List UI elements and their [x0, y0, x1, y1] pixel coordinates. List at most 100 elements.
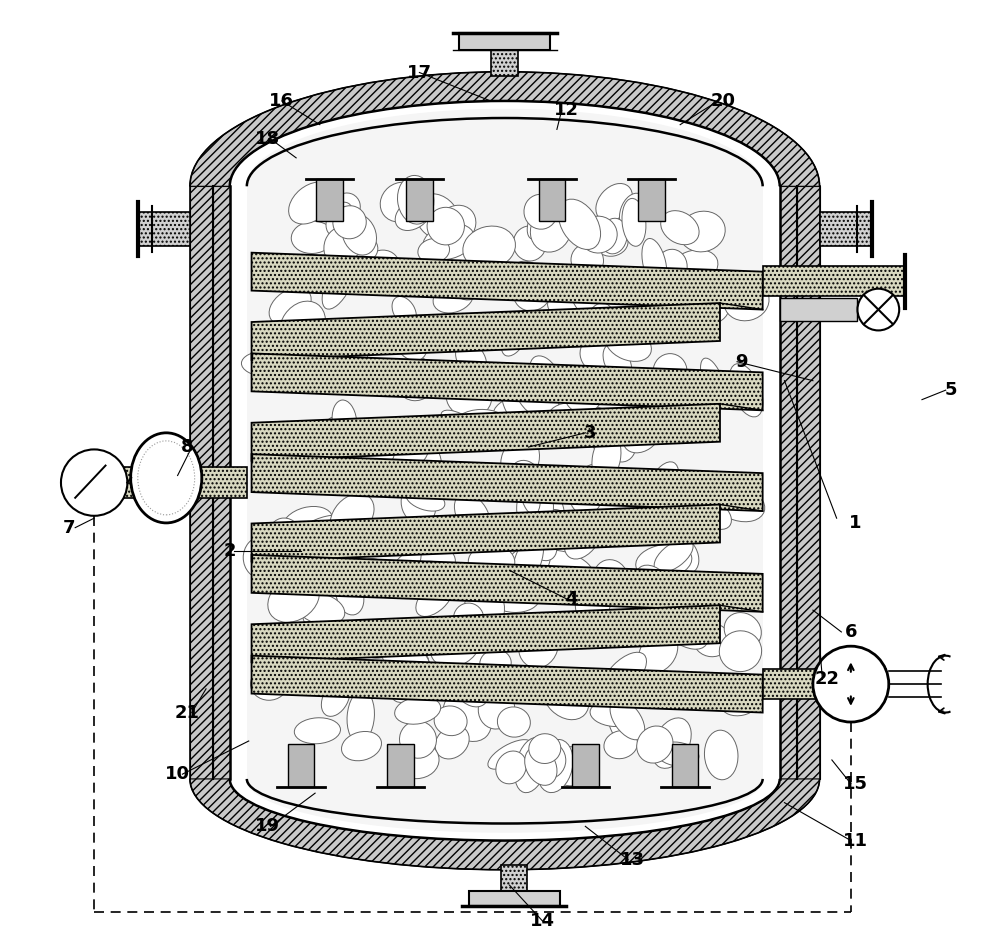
Ellipse shape	[415, 545, 455, 576]
Ellipse shape	[386, 549, 421, 590]
Ellipse shape	[483, 516, 520, 552]
Polygon shape	[469, 891, 560, 905]
Ellipse shape	[603, 343, 632, 381]
Ellipse shape	[443, 692, 491, 742]
Ellipse shape	[407, 561, 445, 592]
Ellipse shape	[330, 494, 374, 538]
Ellipse shape	[660, 386, 686, 436]
Ellipse shape	[255, 537, 296, 578]
Text: 1: 1	[849, 514, 862, 532]
Ellipse shape	[652, 718, 691, 768]
Ellipse shape	[290, 423, 323, 468]
Ellipse shape	[342, 336, 370, 389]
Ellipse shape	[639, 631, 678, 673]
Ellipse shape	[510, 460, 541, 495]
Ellipse shape	[604, 730, 638, 759]
Ellipse shape	[435, 205, 476, 245]
Ellipse shape	[294, 718, 340, 744]
Ellipse shape	[626, 571, 646, 597]
Ellipse shape	[342, 731, 381, 761]
Text: 11: 11	[843, 831, 868, 849]
Text: 3: 3	[584, 424, 596, 442]
Ellipse shape	[395, 357, 436, 400]
Polygon shape	[190, 71, 820, 186]
Ellipse shape	[259, 633, 294, 669]
Ellipse shape	[655, 249, 687, 285]
Ellipse shape	[304, 255, 337, 294]
Ellipse shape	[578, 464, 611, 498]
Polygon shape	[491, 41, 518, 76]
Ellipse shape	[548, 297, 590, 325]
Polygon shape	[780, 299, 857, 320]
Ellipse shape	[569, 278, 601, 320]
Ellipse shape	[308, 551, 339, 575]
Ellipse shape	[324, 226, 360, 266]
Ellipse shape	[729, 363, 763, 417]
Text: 17: 17	[407, 64, 432, 82]
Ellipse shape	[701, 359, 726, 404]
Ellipse shape	[619, 193, 647, 231]
Polygon shape	[190, 779, 820, 870]
Ellipse shape	[668, 395, 707, 418]
Ellipse shape	[724, 281, 769, 320]
Text: 13: 13	[620, 850, 645, 868]
Text: 8: 8	[181, 438, 193, 456]
Ellipse shape	[514, 366, 559, 417]
Ellipse shape	[463, 586, 505, 634]
Ellipse shape	[668, 536, 699, 573]
Ellipse shape	[558, 199, 601, 249]
Polygon shape	[252, 605, 720, 662]
Ellipse shape	[633, 607, 661, 636]
Ellipse shape	[493, 395, 547, 425]
Polygon shape	[797, 186, 820, 779]
Polygon shape	[252, 253, 763, 310]
Ellipse shape	[324, 417, 346, 448]
Ellipse shape	[633, 586, 658, 641]
Polygon shape	[387, 744, 414, 786]
Ellipse shape	[131, 433, 202, 523]
Polygon shape	[252, 505, 720, 561]
Ellipse shape	[381, 624, 420, 648]
Circle shape	[813, 646, 889, 722]
Polygon shape	[252, 555, 763, 611]
Ellipse shape	[513, 226, 546, 261]
Ellipse shape	[527, 741, 566, 780]
Ellipse shape	[545, 467, 586, 496]
Ellipse shape	[406, 462, 451, 503]
Ellipse shape	[525, 747, 557, 786]
Ellipse shape	[586, 303, 614, 341]
Ellipse shape	[564, 373, 603, 414]
Ellipse shape	[501, 437, 540, 483]
Ellipse shape	[333, 205, 366, 239]
Ellipse shape	[269, 287, 311, 324]
Text: 18: 18	[255, 130, 280, 148]
Polygon shape	[672, 744, 698, 786]
Ellipse shape	[274, 585, 326, 609]
Ellipse shape	[696, 287, 730, 323]
Text: 21: 21	[175, 704, 200, 722]
Text: 5: 5	[944, 381, 957, 399]
Polygon shape	[252, 655, 763, 712]
Polygon shape	[252, 303, 720, 359]
Ellipse shape	[289, 182, 334, 224]
Ellipse shape	[584, 514, 617, 546]
Polygon shape	[572, 744, 599, 786]
Polygon shape	[316, 179, 343, 222]
Ellipse shape	[608, 367, 646, 397]
Ellipse shape	[623, 419, 660, 453]
Ellipse shape	[560, 403, 614, 427]
Ellipse shape	[268, 518, 302, 555]
Ellipse shape	[347, 235, 378, 262]
Ellipse shape	[463, 226, 515, 269]
Ellipse shape	[454, 494, 490, 537]
Polygon shape	[763, 669, 886, 699]
Ellipse shape	[433, 282, 473, 313]
Ellipse shape	[496, 751, 526, 784]
Polygon shape	[252, 455, 763, 511]
Ellipse shape	[303, 632, 347, 679]
Text: 6: 6	[845, 623, 857, 641]
Ellipse shape	[300, 634, 331, 674]
Text: 15: 15	[843, 775, 868, 793]
Ellipse shape	[357, 558, 388, 588]
Text: 14: 14	[530, 912, 555, 930]
